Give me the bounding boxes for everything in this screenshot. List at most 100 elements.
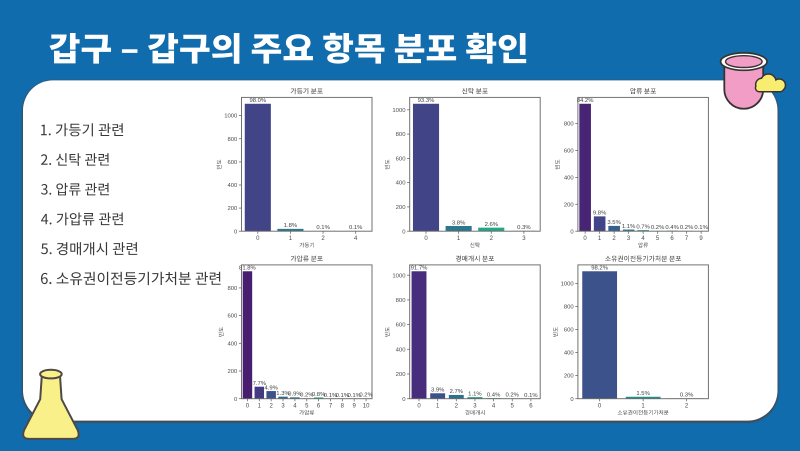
svg-text:4: 4 bbox=[641, 236, 645, 242]
svg-text:400: 400 bbox=[564, 176, 575, 182]
svg-text:200: 200 bbox=[396, 205, 407, 211]
svg-text:3: 3 bbox=[473, 404, 477, 410]
svg-text:0.2%: 0.2% bbox=[505, 393, 519, 399]
svg-text:0: 0 bbox=[246, 404, 250, 410]
svg-text:1.8%: 1.8% bbox=[284, 223, 298, 229]
svg-text:0.4%: 0.4% bbox=[665, 225, 679, 231]
svg-text:3: 3 bbox=[281, 404, 285, 410]
svg-text:7: 7 bbox=[329, 404, 333, 410]
svg-text:4: 4 bbox=[354, 236, 358, 242]
svg-text:2: 2 bbox=[455, 404, 459, 410]
svg-text:1: 1 bbox=[436, 404, 440, 410]
svg-text:2: 2 bbox=[270, 404, 274, 410]
svg-text:98.2%: 98.2% bbox=[591, 266, 608, 272]
svg-text:600: 600 bbox=[227, 160, 238, 166]
svg-text:5: 5 bbox=[656, 236, 660, 242]
svg-text:2: 2 bbox=[490, 236, 494, 242]
svg-text:600: 600 bbox=[564, 328, 575, 334]
svg-text:0: 0 bbox=[598, 404, 602, 410]
svg-text:1: 1 bbox=[457, 236, 461, 242]
svg-text:800: 800 bbox=[227, 137, 238, 143]
svg-text:2: 2 bbox=[612, 236, 616, 242]
svg-text:0.2%: 0.2% bbox=[680, 225, 694, 231]
svg-text:800: 800 bbox=[396, 298, 407, 304]
svg-text:7.7%: 7.7% bbox=[253, 381, 267, 387]
svg-text:1: 1 bbox=[258, 404, 262, 410]
svg-text:800: 800 bbox=[227, 286, 238, 292]
svg-text:7: 7 bbox=[685, 236, 689, 242]
svg-text:1.3%: 1.3% bbox=[276, 391, 290, 397]
svg-text:1: 1 bbox=[598, 236, 602, 242]
svg-text:98.0%: 98.0% bbox=[249, 98, 266, 104]
svg-text:0: 0 bbox=[583, 236, 587, 242]
svg-text:800: 800 bbox=[564, 305, 575, 311]
svg-text:0.1%: 0.1% bbox=[349, 225, 363, 231]
svg-text:3.8%: 3.8% bbox=[452, 220, 466, 226]
svg-text:4: 4 bbox=[293, 404, 297, 410]
svg-text:600: 600 bbox=[396, 323, 407, 329]
svg-text:5: 5 bbox=[511, 404, 515, 410]
svg-text:0.8%: 0.8% bbox=[312, 392, 326, 398]
svg-text:2: 2 bbox=[321, 236, 325, 242]
svg-text:0: 0 bbox=[417, 404, 421, 410]
svg-text:1000: 1000 bbox=[392, 273, 406, 279]
svg-text:1.1%: 1.1% bbox=[468, 392, 482, 398]
svg-text:0.3%: 0.3% bbox=[517, 225, 531, 231]
svg-text:9: 9 bbox=[353, 404, 357, 410]
svg-text:800: 800 bbox=[564, 122, 575, 128]
svg-text:0.3%: 0.3% bbox=[680, 393, 694, 399]
svg-text:0: 0 bbox=[256, 236, 260, 242]
svg-text:10: 10 bbox=[363, 404, 370, 410]
svg-text:600: 600 bbox=[396, 157, 407, 163]
svg-text:91.7%: 91.7% bbox=[411, 266, 428, 272]
svg-text:0.9%: 0.9% bbox=[288, 392, 302, 398]
svg-text:0: 0 bbox=[402, 397, 406, 403]
svg-text:9: 9 bbox=[699, 236, 703, 242]
svg-text:4: 4 bbox=[492, 404, 496, 410]
svg-text:1: 1 bbox=[289, 236, 293, 242]
svg-text:0: 0 bbox=[402, 229, 406, 235]
svg-text:3: 3 bbox=[522, 236, 526, 242]
svg-text:200: 200 bbox=[227, 206, 238, 212]
svg-text:600: 600 bbox=[227, 314, 238, 320]
svg-text:0: 0 bbox=[234, 397, 238, 403]
svg-text:1000: 1000 bbox=[561, 282, 575, 288]
svg-text:0.1%: 0.1% bbox=[347, 393, 361, 399]
svg-text:0.1%: 0.1% bbox=[694, 225, 708, 231]
svg-text:8: 8 bbox=[341, 404, 345, 410]
svg-text:0.7%: 0.7% bbox=[636, 224, 650, 230]
svg-text:0: 0 bbox=[234, 229, 238, 235]
svg-text:1.5%: 1.5% bbox=[636, 391, 650, 397]
svg-text:93.3%: 93.3% bbox=[418, 98, 435, 104]
svg-text:400: 400 bbox=[227, 341, 238, 347]
svg-text:400: 400 bbox=[396, 347, 407, 353]
svg-text:600: 600 bbox=[564, 149, 575, 155]
svg-text:3.9%: 3.9% bbox=[431, 388, 445, 394]
svg-text:6: 6 bbox=[317, 404, 321, 410]
svg-text:6: 6 bbox=[670, 236, 674, 242]
svg-text:0: 0 bbox=[570, 397, 574, 403]
svg-text:81.8%: 81.8% bbox=[239, 266, 256, 272]
svg-text:3: 3 bbox=[627, 236, 631, 242]
svg-text:0.2%: 0.2% bbox=[651, 225, 665, 231]
svg-text:9.8%: 9.8% bbox=[593, 211, 607, 217]
svg-text:1000: 1000 bbox=[224, 114, 238, 120]
svg-text:2: 2 bbox=[685, 404, 689, 410]
svg-text:0.1%: 0.1% bbox=[316, 225, 330, 231]
svg-text:5: 5 bbox=[305, 404, 309, 410]
svg-text:0.1%: 0.1% bbox=[324, 393, 338, 399]
svg-text:0: 0 bbox=[570, 229, 574, 235]
svg-text:200: 200 bbox=[396, 372, 407, 378]
svg-text:2.6%: 2.6% bbox=[485, 222, 499, 228]
svg-text:0.2%: 0.2% bbox=[300, 393, 314, 399]
svg-text:1.1%: 1.1% bbox=[622, 224, 636, 230]
svg-text:4.9%: 4.9% bbox=[264, 385, 278, 391]
svg-text:0.4%: 0.4% bbox=[487, 392, 501, 398]
svg-text:1: 1 bbox=[641, 404, 645, 410]
svg-text:84.2%: 84.2% bbox=[577, 98, 594, 104]
svg-text:200: 200 bbox=[564, 374, 575, 380]
svg-text:2.7%: 2.7% bbox=[450, 389, 464, 395]
svg-text:800: 800 bbox=[396, 132, 407, 138]
svg-text:0.1%: 0.1% bbox=[336, 393, 350, 399]
svg-text:0.1%: 0.1% bbox=[524, 393, 538, 399]
